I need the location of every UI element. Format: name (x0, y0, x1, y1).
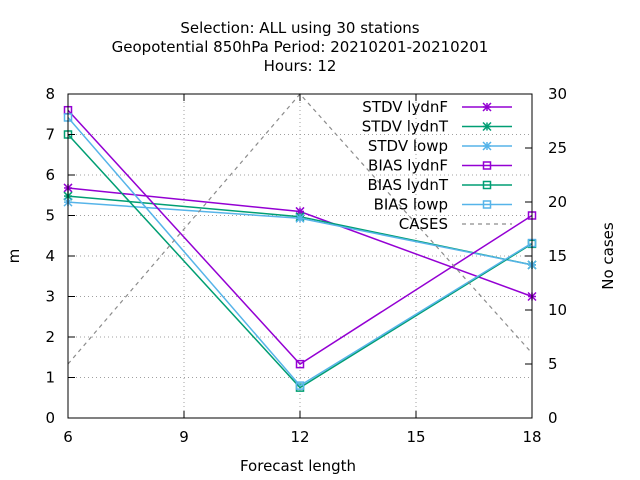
x-axis-label: Forecast length (240, 457, 356, 475)
legend-item: BIAS lydnF (368, 157, 512, 175)
y-axis-label: m (5, 249, 23, 264)
title-line: Geopotential 850hPa Period: 20210201-202… (112, 38, 489, 56)
y-tick-label: 6 (45, 166, 55, 184)
legend-marker (482, 180, 492, 190)
y-tick-label: 2 (45, 328, 55, 346)
x-tick-label: 18 (522, 428, 541, 446)
legend-label: STDV lydnF (362, 98, 448, 116)
y2-tick-label: 5 (548, 355, 558, 373)
y2-tick-label: 25 (548, 139, 567, 157)
chart-title: Selection: ALL using 30 stationsGeopoten… (112, 19, 489, 75)
legend-item: STDV lydnT (362, 118, 512, 136)
y-tick-label: 4 (45, 247, 55, 265)
legend-label: STDV lowp (368, 137, 448, 155)
legend-label: BIAS lydnT (367, 176, 448, 194)
legend-marker (482, 200, 492, 209)
legend-item: BIAS lydnT (367, 176, 512, 194)
y2-tick-label: 10 (548, 301, 567, 319)
legend-label: BIAS lowp (374, 196, 448, 214)
data-point (295, 213, 305, 223)
grid-lines (68, 94, 532, 418)
title-line: Selection: ALL using 30 stations (180, 19, 419, 37)
legend-marker (482, 102, 492, 112)
legend-label: CASES (399, 215, 448, 233)
title-line: Hours: 12 (264, 57, 337, 75)
y2-tick-label: 20 (548, 193, 567, 211)
legend-marker (482, 161, 492, 170)
legend-label: STDV lydnT (362, 118, 449, 136)
x-tick-label: 9 (179, 428, 189, 446)
y2-axis-label: No cases (599, 222, 617, 290)
y-tick-label: 3 (45, 288, 55, 306)
series-line (67, 109, 533, 366)
x-tick-label: 15 (406, 428, 425, 446)
y2-tick-label: 30 (548, 85, 567, 103)
y-tick-label: 8 (45, 85, 55, 103)
legend-label: BIAS lydnF (368, 157, 448, 175)
y-tick-label: 0 (45, 409, 55, 427)
series-line (67, 117, 533, 387)
legend-item: BIAS lowp (374, 196, 512, 214)
series-line (67, 133, 533, 389)
legend-item: CASES (399, 215, 512, 233)
legend-marker (482, 141, 492, 151)
x-tick-label: 12 (290, 428, 309, 446)
y-tick-label: 5 (45, 207, 55, 225)
y2-tick-label: 15 (548, 247, 567, 265)
legend-item: STDV lowp (368, 137, 512, 155)
y2-tick-label: 0 (548, 409, 558, 427)
legend-item: STDV lydnF (362, 98, 512, 116)
x-tick-label: 6 (63, 428, 73, 446)
data-point (295, 381, 305, 390)
y-tick-label: 1 (45, 369, 55, 387)
y-tick-label: 7 (45, 126, 55, 144)
legend-marker (482, 121, 492, 132)
data-point (295, 359, 305, 369)
